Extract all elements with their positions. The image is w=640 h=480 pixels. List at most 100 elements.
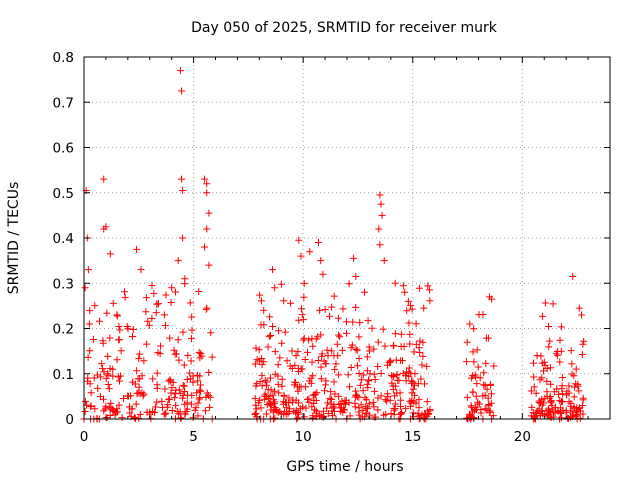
data-point <box>153 398 161 406</box>
data-point <box>342 400 350 408</box>
data-point <box>485 401 493 409</box>
data-point <box>291 378 299 386</box>
data-point <box>182 408 190 416</box>
data-point <box>306 248 314 256</box>
data-point <box>179 391 187 399</box>
data-point <box>314 356 322 364</box>
data-point <box>318 352 326 360</box>
data-point <box>144 317 152 325</box>
y-tick-label: 0.8 <box>53 50 74 66</box>
data-point <box>578 351 586 359</box>
data-point <box>176 67 184 75</box>
data-point <box>158 397 166 405</box>
data-point <box>120 395 128 403</box>
data-point <box>370 403 378 411</box>
data-point <box>419 338 427 346</box>
data-point <box>181 275 189 283</box>
data-point <box>187 357 195 365</box>
data-point <box>402 371 410 379</box>
data-point <box>143 340 151 348</box>
y-axis-label: SRMTID / TECUs <box>6 182 22 295</box>
data-point <box>406 330 414 338</box>
data-point <box>179 394 187 402</box>
data-point <box>116 377 124 385</box>
data-point <box>426 286 434 294</box>
data-point <box>474 400 482 408</box>
data-point <box>569 272 577 280</box>
data-point <box>576 414 584 422</box>
data-point <box>352 272 360 280</box>
data-point <box>317 375 325 383</box>
data-point <box>411 391 419 399</box>
data-point <box>177 414 185 422</box>
data-point <box>419 352 427 360</box>
data-point <box>195 348 203 356</box>
data-point <box>333 340 341 348</box>
data-point <box>188 326 196 334</box>
data-point <box>384 393 392 401</box>
data-point <box>305 395 313 403</box>
data-point <box>309 391 317 399</box>
data-point <box>133 367 141 375</box>
data-point <box>565 382 573 390</box>
data-point <box>480 369 488 377</box>
data-point <box>261 376 269 384</box>
data-point <box>536 376 544 384</box>
data-point <box>374 394 382 402</box>
data-point <box>271 414 279 422</box>
data-point <box>391 330 399 338</box>
data-point <box>391 279 399 287</box>
data-point <box>411 370 419 378</box>
data-point <box>528 403 536 411</box>
data-point <box>382 410 390 418</box>
data-point <box>113 356 121 364</box>
data-point <box>268 266 276 274</box>
data-point <box>463 338 471 346</box>
data-point <box>205 209 213 217</box>
data-point <box>103 414 111 422</box>
x-tick-label: 0 <box>80 429 89 445</box>
data-point <box>162 409 170 417</box>
data-point <box>352 345 360 353</box>
data-point <box>94 384 102 392</box>
data-point <box>544 405 552 413</box>
data-point <box>374 338 382 346</box>
data-point <box>378 211 386 219</box>
data-point <box>103 309 111 317</box>
data-point <box>114 373 122 381</box>
data-point <box>160 311 168 319</box>
data-point <box>388 379 396 387</box>
data-point <box>148 282 156 290</box>
data-point <box>284 409 292 417</box>
data-point <box>347 363 355 371</box>
data-point <box>546 394 554 402</box>
data-point <box>538 407 546 415</box>
data-point <box>134 389 142 397</box>
data-point <box>113 312 121 320</box>
data-point <box>292 406 300 414</box>
data-point <box>567 399 575 407</box>
data-point <box>269 391 277 399</box>
data-point <box>309 412 317 420</box>
data-point <box>123 323 131 331</box>
data-point <box>343 329 351 337</box>
data-point <box>171 288 179 296</box>
data-point <box>355 404 363 412</box>
data-point <box>86 307 94 315</box>
data-point <box>377 370 385 378</box>
data-point <box>321 381 329 389</box>
data-point <box>376 241 384 249</box>
data-point <box>252 344 260 352</box>
data-point <box>154 349 162 357</box>
data-point <box>205 368 213 376</box>
data-point <box>342 396 350 404</box>
data-point <box>363 353 371 361</box>
data-point <box>158 403 166 411</box>
data-point <box>546 337 554 345</box>
data-point <box>129 325 137 333</box>
data-point <box>109 372 117 380</box>
data-point <box>570 403 578 411</box>
data-point <box>292 352 300 360</box>
data-point <box>482 359 490 367</box>
data-point <box>575 304 583 312</box>
